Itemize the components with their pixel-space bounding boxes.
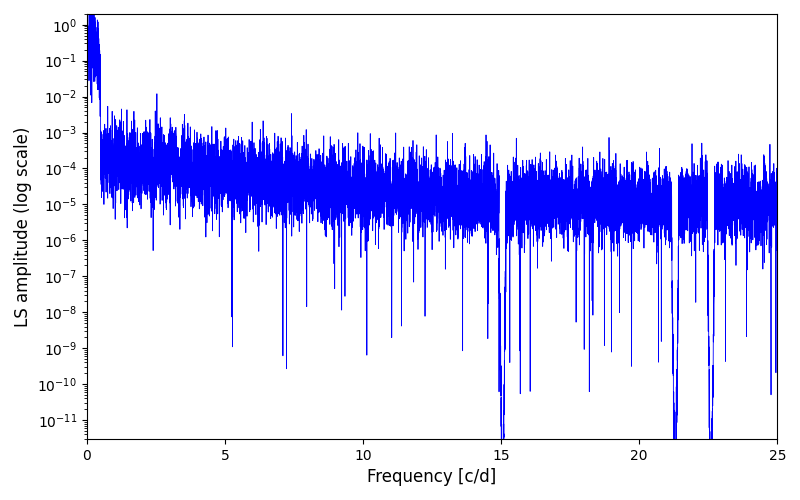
X-axis label: Frequency [c/d]: Frequency [c/d] bbox=[367, 468, 497, 486]
Y-axis label: LS amplitude (log scale): LS amplitude (log scale) bbox=[14, 126, 32, 326]
